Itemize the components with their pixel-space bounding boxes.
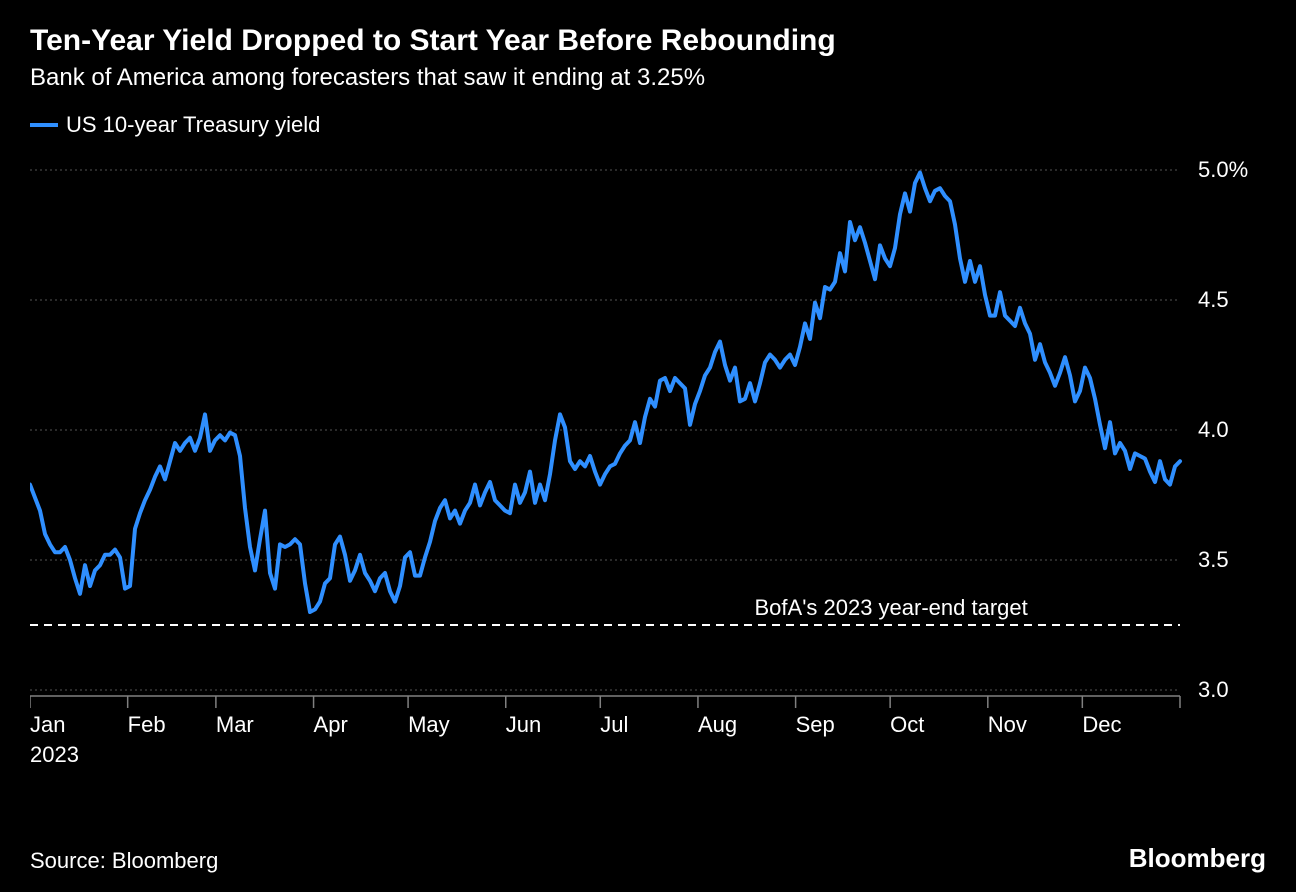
legend-label: US 10-year Treasury yield bbox=[66, 112, 320, 138]
chart-subtitle: Bank of America among forecasters that s… bbox=[30, 64, 1266, 92]
footer: Source: Bloomberg Bloomberg bbox=[30, 843, 1266, 874]
x-tick-label: Jun bbox=[506, 712, 541, 738]
legend-swatch bbox=[30, 123, 58, 127]
x-tick-label: Nov bbox=[988, 712, 1027, 738]
y-tick-label: 4.0 bbox=[1198, 417, 1229, 443]
x-year-label: 2023 bbox=[30, 742, 79, 768]
chart-container: Ten-Year Yield Dropped to Start Year Bef… bbox=[0, 0, 1296, 892]
x-tick-label: Dec bbox=[1082, 712, 1121, 738]
legend: US 10-year Treasury yield bbox=[30, 112, 1266, 138]
x-tick-label: May bbox=[408, 712, 450, 738]
plot-svg bbox=[30, 150, 1270, 750]
y-tick-label: 3.0 bbox=[1198, 677, 1229, 703]
y-tick-label: 4.5 bbox=[1198, 287, 1229, 313]
x-tick-label: Apr bbox=[314, 712, 348, 738]
source-text: Source: Bloomberg bbox=[30, 848, 218, 874]
y-tick-label: 5.0% bbox=[1198, 157, 1248, 183]
y-tick-label: 3.5 bbox=[1198, 547, 1229, 573]
x-tick-label: Sep bbox=[796, 712, 835, 738]
x-tick-label: Mar bbox=[216, 712, 254, 738]
x-tick-label: Aug bbox=[698, 712, 737, 738]
plot-area: 3.0 3.5 4.0 4.5 5.0% Jan Feb Mar Apr May Jun Jul Aug… bbox=[30, 150, 1266, 740]
series-line bbox=[30, 173, 1180, 612]
x-tick-label: Jan bbox=[30, 712, 65, 738]
chart-title: Ten-Year Yield Dropped to Start Year Bef… bbox=[30, 24, 1266, 58]
x-tick-label: Feb bbox=[128, 712, 166, 738]
x-tick-label: Jul bbox=[600, 712, 628, 738]
annotation-label: BofA's 2023 year-end target bbox=[755, 595, 1028, 621]
x-tick-label: Oct bbox=[890, 712, 924, 738]
brand-logo: Bloomberg bbox=[1129, 843, 1266, 874]
